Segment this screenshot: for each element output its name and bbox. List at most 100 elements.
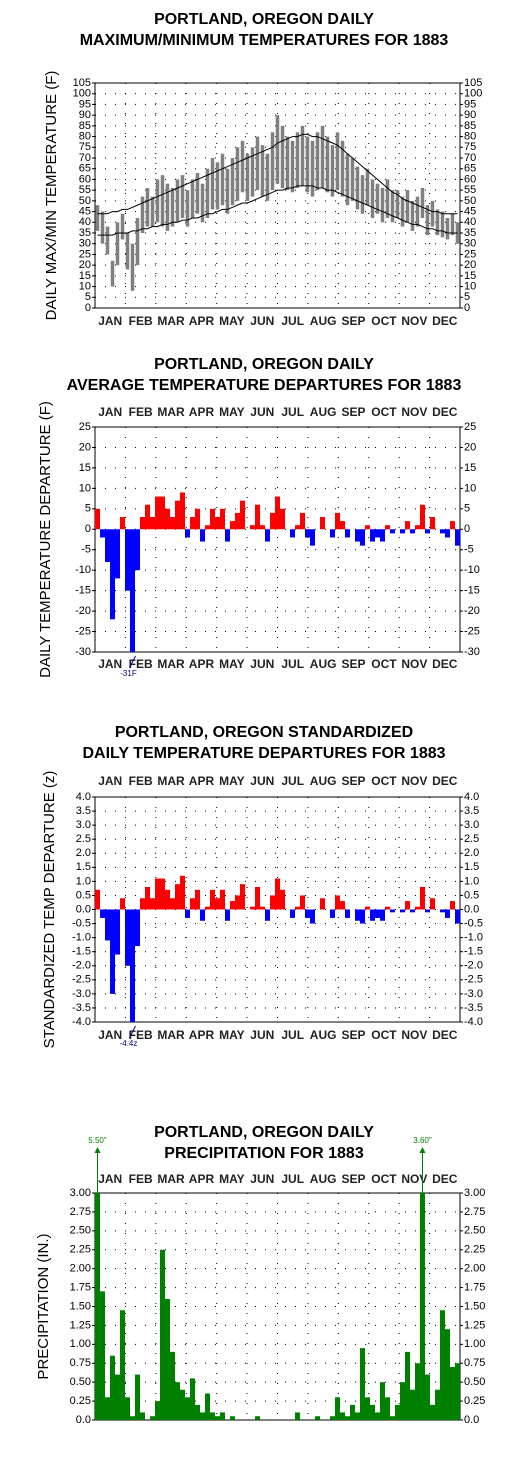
bar [320,898,325,910]
month-label: OCT [371,774,397,788]
bar [230,901,235,910]
month-label: JUN [250,657,274,671]
y-tick-label: -1.0 [72,932,91,944]
bar [215,1416,220,1420]
bar [260,906,265,910]
chart-title: AVERAGE TEMPERATURE DEPARTURES FOR 1883 [67,377,462,394]
range-bar [265,153,270,201]
month-label: APR [189,314,215,328]
value-label: -4.4z [120,1039,138,1048]
month-label: JAN [98,1028,122,1042]
y-tick-label: 2.0 [76,847,91,859]
bar [180,875,185,910]
bar [390,529,395,534]
y-tick-label: -2.0 [464,960,483,972]
y-tick-label: 60 [79,173,91,185]
range-bar [385,179,390,218]
range-bar [340,140,345,197]
y-tick-label: 2.75 [464,1206,485,1218]
range-bar [135,218,140,266]
bar [185,909,190,918]
y-tick-label: 105 [464,77,482,89]
bar [170,517,175,530]
range-bar [170,188,175,227]
month-label: SEP [342,405,366,419]
range-bar [310,140,315,197]
bar [190,898,195,910]
range-bar [205,168,210,218]
range-bar [405,190,410,223]
y-tick-label: 75 [79,141,91,153]
y-tick-label: -2.5 [464,974,483,986]
bar [165,508,170,530]
range-bar [375,183,380,214]
y-tick-label: 90 [79,109,91,121]
bar [450,901,455,910]
y-tick-label: -15 [75,585,91,597]
y-tick-label: 0.25 [70,1395,91,1407]
bar [445,1329,450,1420]
bar [385,906,390,910]
value-label: 3.60" [413,1136,432,1145]
month-label: OCT [371,1172,397,1186]
bar [435,1389,440,1420]
bar [220,1412,225,1420]
y-tick-label: 50 [79,195,91,207]
bar [450,1367,455,1420]
y-tick-label: 90 [464,109,476,121]
bar [335,895,340,910]
range-bar [100,211,105,244]
range-bar [200,183,205,223]
bar [215,517,220,530]
month-label: JUN [250,1172,274,1186]
bar [240,884,245,910]
bar [250,906,255,910]
bar [365,906,370,910]
month-label: OCT [371,1028,397,1042]
bar [320,517,325,530]
y-tick-label: 0.5 [76,889,91,901]
bar [400,909,405,913]
y-tick-label: 55 [464,184,476,196]
bar [115,909,120,955]
bar [290,529,295,538]
y-tick-label: 10 [79,482,91,494]
month-label: JUL [281,657,304,671]
bar [185,1397,190,1420]
month-label: OCT [371,657,397,671]
y-tick-label: 85 [464,120,476,132]
y-tick-label: 3.00 [70,1187,91,1199]
bar [200,1412,205,1420]
bar [340,901,345,910]
range-bar [435,209,440,236]
bar [270,512,275,530]
y-tick-label: 3.0 [464,819,479,831]
bar [420,504,425,530]
month-label: JAN [98,405,122,419]
month-label: NOV [401,314,427,328]
bar [370,1404,375,1420]
bar [390,909,395,913]
y-tick-label: 2.00 [464,1263,485,1275]
bar [295,906,300,910]
plot-frame [94,426,461,653]
bar [330,529,335,538]
month-label: SEP [342,657,366,671]
marks [95,875,460,1022]
range-bar [365,168,370,206]
bar [430,517,435,530]
month-label: JAN [98,1172,122,1186]
range-bar [130,243,135,291]
y-tick-label: -4.0 [464,1016,483,1028]
y-tick-label: 3.5 [464,805,479,817]
bar [110,909,115,994]
bar [380,529,385,542]
month-label: DEC [432,314,458,328]
y-tick-label: 0 [85,302,91,314]
y-tick-label: 65 [464,163,476,175]
bar [190,1378,195,1420]
bar [395,1404,400,1420]
bar [100,529,105,538]
y-tick-label: 30 [79,238,91,250]
y-tick-label: 40 [79,216,91,228]
